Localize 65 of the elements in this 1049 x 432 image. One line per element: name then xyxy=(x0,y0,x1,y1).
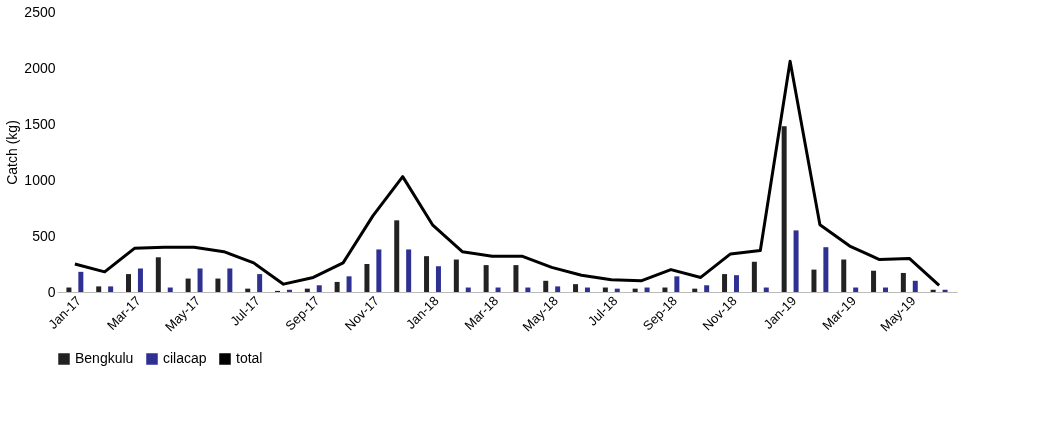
bar xyxy=(555,286,561,292)
bar xyxy=(364,264,370,292)
bar xyxy=(137,268,143,292)
bar xyxy=(346,276,352,292)
bar xyxy=(155,257,161,292)
bar xyxy=(811,269,817,292)
y-tick-label: 2000 xyxy=(24,59,56,76)
bar xyxy=(66,287,72,292)
bar xyxy=(465,287,471,292)
bar xyxy=(185,278,191,292)
bar xyxy=(197,268,203,292)
bar xyxy=(823,247,829,292)
bar xyxy=(78,271,84,292)
legend-label: total xyxy=(236,350,263,366)
bar xyxy=(108,286,114,292)
bar xyxy=(227,268,233,292)
legend-label: cilacap xyxy=(163,350,207,366)
bar xyxy=(942,289,948,292)
bar xyxy=(573,284,579,292)
y-axis-title: Catch (kg) xyxy=(4,120,21,185)
bar xyxy=(167,287,173,292)
bar xyxy=(257,274,263,292)
bar xyxy=(525,287,531,292)
bar xyxy=(882,287,888,292)
bar xyxy=(406,249,412,292)
bar xyxy=(793,230,799,292)
y-tick-label: 2500 xyxy=(24,3,56,20)
bar xyxy=(704,285,710,292)
bar xyxy=(584,287,590,292)
bar xyxy=(424,256,430,292)
line-series xyxy=(73,59,941,287)
bar xyxy=(751,261,757,292)
bar xyxy=(215,278,221,292)
bar xyxy=(912,280,918,292)
bar xyxy=(334,281,340,292)
bar xyxy=(871,270,877,292)
bar xyxy=(662,287,668,292)
bar xyxy=(453,259,459,292)
bar xyxy=(543,280,549,292)
bar xyxy=(495,287,501,292)
bar xyxy=(733,275,739,292)
bar xyxy=(483,265,489,292)
y-tick-label: 1500 xyxy=(24,115,56,132)
bar xyxy=(316,285,322,292)
y-tick-label: 1000 xyxy=(24,171,56,188)
bar xyxy=(376,249,382,292)
bar xyxy=(781,126,787,292)
legend-label: Bengkulu xyxy=(75,350,134,366)
bar xyxy=(930,289,936,292)
bar xyxy=(763,287,769,292)
bar xyxy=(644,287,650,292)
bar xyxy=(900,272,906,292)
bar xyxy=(96,286,102,292)
y-tick-label: 500 xyxy=(32,227,56,244)
bar xyxy=(602,287,608,292)
bar xyxy=(841,259,847,292)
bar xyxy=(853,287,859,292)
bar xyxy=(435,266,441,292)
bar xyxy=(286,289,292,292)
bar xyxy=(674,276,680,292)
bar xyxy=(722,274,728,292)
bar xyxy=(513,265,519,292)
y-tick-label: 0 xyxy=(47,283,56,300)
bar xyxy=(394,220,400,292)
bar xyxy=(126,274,132,292)
